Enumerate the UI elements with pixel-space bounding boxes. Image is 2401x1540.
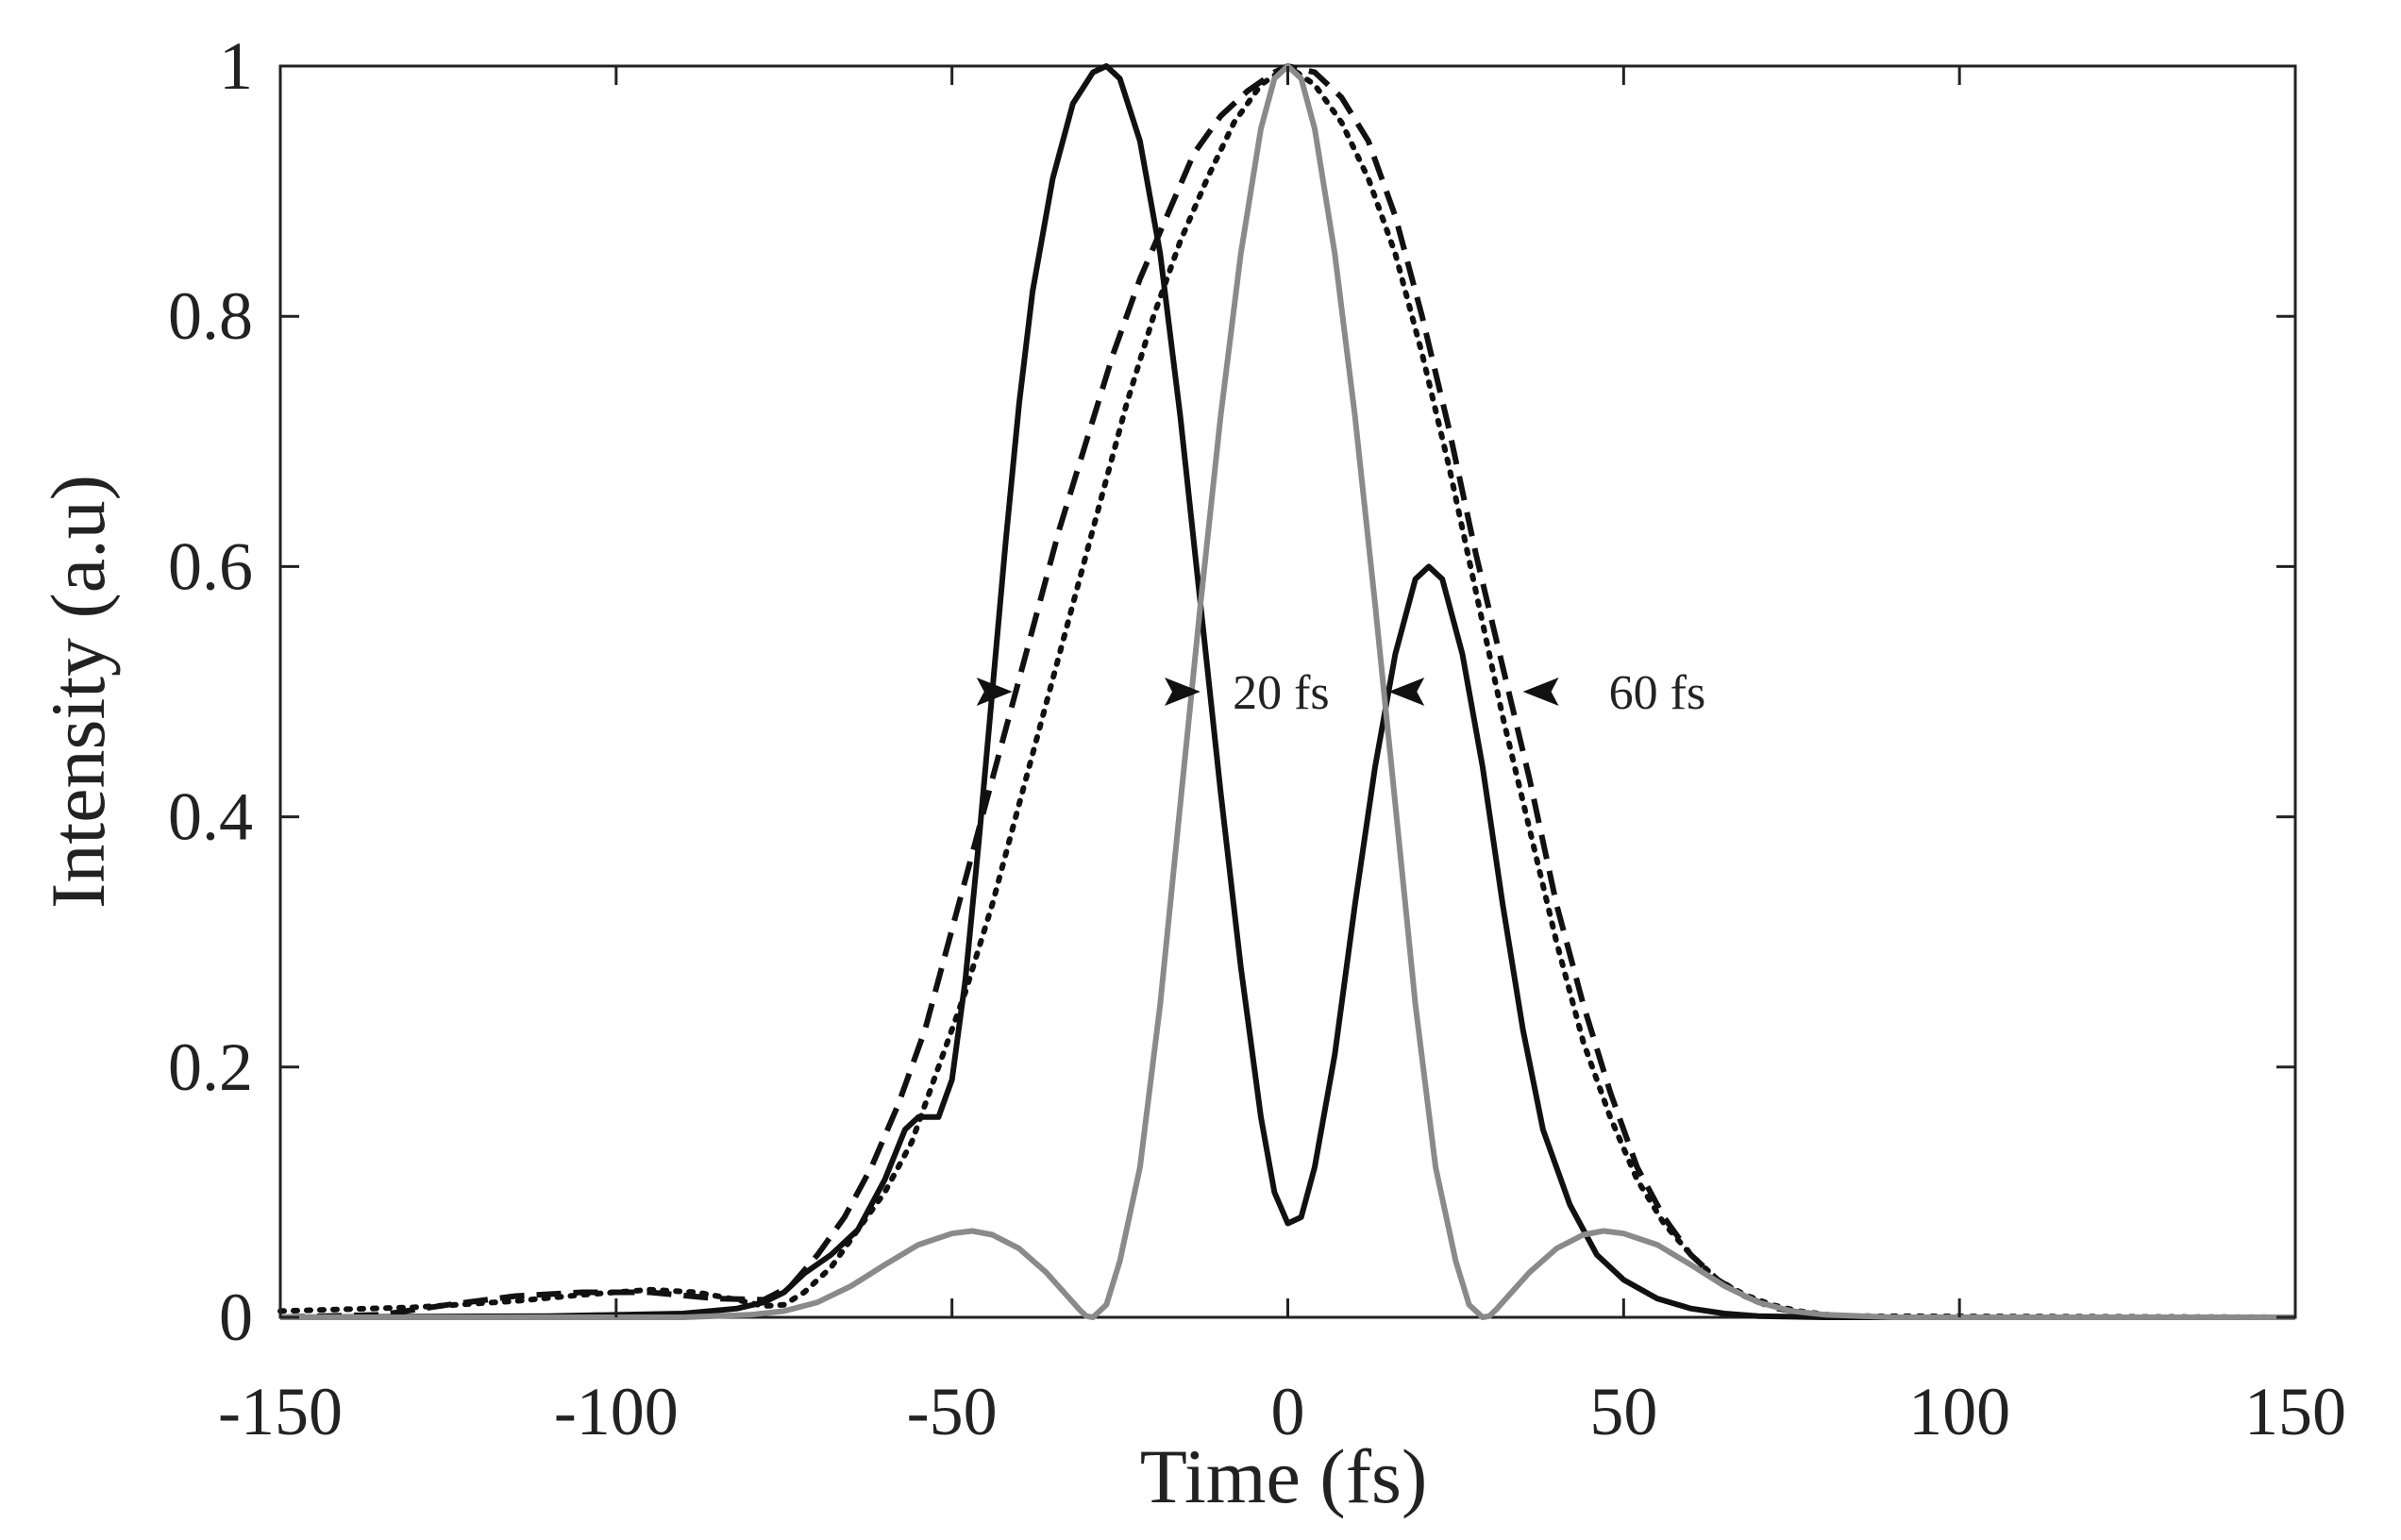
x-tick-label: -150 [218,1374,343,1449]
series-line-dotted-2 [277,63,2298,1320]
y-axis-label: Intensity (a.u) [35,475,121,909]
x-tick-label: -50 [907,1374,998,1449]
tick-layer: -150 -100 -50 0 50 100 150 0 0.2 0.4 0.6 0.8 1 [168,28,2346,1449]
y-tick-label: 0 [219,1280,253,1355]
y-tick-label: 0.4 [168,779,253,855]
fwhm-arrow-right-pointing [976,678,1013,706]
y-tick-label: 1 [219,28,253,104]
plot-area [278,64,2297,1319]
fwhm-arrow-left-pointing [1388,678,1425,706]
x-axis-label: Time (fs) [1140,1433,1428,1519]
x-tick-label: 100 [1908,1374,2010,1449]
series-line-dashed-1 [279,63,2295,1320]
fwhm-annotation-label: 20 fs [1233,666,1330,720]
x-tick-label: 150 [2244,1374,2346,1449]
x-tick-label: 0 [1271,1374,1305,1449]
fwhm-arrow-left-pointing [1522,678,1559,706]
y-tick-label: 0.8 [168,278,253,354]
x-tick-label: -100 [554,1374,679,1449]
x-tick-label: 50 [1589,1374,1657,1449]
fwhm-arrow-right-pointing [1164,678,1200,706]
fwhm-annotation-label: 60 fs [1609,666,1706,720]
y-tick-label: 0.2 [168,1029,253,1105]
annotation-layer: 20 fs 60 fs [976,666,1706,720]
y-tick-label: 0.6 [168,528,253,604]
